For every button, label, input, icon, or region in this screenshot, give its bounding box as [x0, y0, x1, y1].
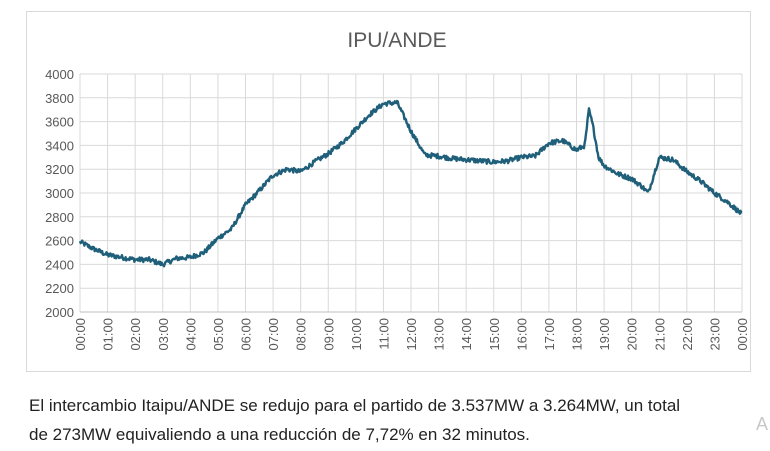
caption-line-2: de 273MW equivaliendo a una reducción de…: [29, 425, 530, 444]
y-tick-label: 2400: [45, 257, 74, 272]
x-tick-label: 01:00: [101, 318, 116, 351]
line-chart: IPU/ANDE 2000 2200 2400 2600 2800 3000 3200 340…: [45, 29, 750, 351]
x-tick-label: 22:00: [680, 318, 695, 351]
caption-line-1: El intercambio Itaipu/ANDE se redujo par…: [29, 396, 681, 415]
caption: El intercambio Itaipu/ANDE se redujo par…: [29, 391, 759, 449]
y-tick-label: 2600: [45, 234, 74, 249]
x-tick-label: 09:00: [321, 318, 336, 351]
y-tick-label: 4000: [45, 67, 74, 82]
x-tick-label: 19:00: [597, 318, 612, 351]
y-tick-label: 2200: [45, 281, 74, 296]
x-tick-label: 21:00: [652, 318, 667, 351]
x-tick-label: 02:00: [128, 318, 143, 351]
y-tick-label: 2000: [45, 305, 74, 320]
x-tick-label: 11:00: [376, 318, 391, 350]
x-axis-ticks: 00:00 01:00 02:00 03:00 04:00 05:00 06:00 07:00…: [73, 318, 750, 351]
x-tick-label: 00:00: [735, 318, 750, 351]
x-tick-label: 14:00: [459, 318, 474, 351]
x-tick-label: 03:00: [156, 318, 171, 351]
x-tick-label: 13:00: [432, 318, 447, 351]
x-tick-label: 07:00: [266, 318, 281, 351]
y-tick-label: 3600: [45, 115, 74, 130]
series-layer: [78, 99, 743, 268]
x-tick-label: 10:00: [349, 318, 364, 351]
y-tick-label: 3200: [45, 162, 74, 177]
x-tick-label: 17:00: [542, 318, 557, 351]
x-tick-label: 20:00: [625, 318, 640, 351]
y-tick-label: 3800: [45, 91, 74, 106]
x-tick-label: 06:00: [239, 318, 254, 351]
x-tick-label: 16:00: [514, 318, 529, 351]
x-tick-label: 15:00: [487, 318, 502, 351]
x-tick-label: 18:00: [570, 318, 585, 351]
y-tick-label: 2800: [45, 210, 74, 225]
y-tick-label: 3400: [45, 138, 74, 153]
chart-frame: IPU/ANDE 2000 2200 2400 2600 2800 3000 3200 340…: [26, 11, 751, 372]
x-tick-label: 08:00: [294, 318, 309, 351]
y-axis-ticks: 2000 2200 2400 2600 2800 3000 3200 3400 3600 3800…: [45, 67, 74, 320]
chart-title: IPU/ANDE: [347, 29, 446, 52]
watermark-letter: A: [756, 414, 769, 434]
series-line: [78, 99, 743, 268]
x-tick-label: 04:00: [183, 318, 198, 351]
y-tick-label: 3000: [45, 186, 74, 201]
x-tick-label: 00:00: [73, 318, 88, 351]
x-tick-label: 12:00: [404, 318, 419, 351]
x-tick-label: 23:00: [707, 318, 722, 351]
gridlines: [79, 73, 743, 313]
x-tick-label: 05:00: [211, 318, 226, 351]
